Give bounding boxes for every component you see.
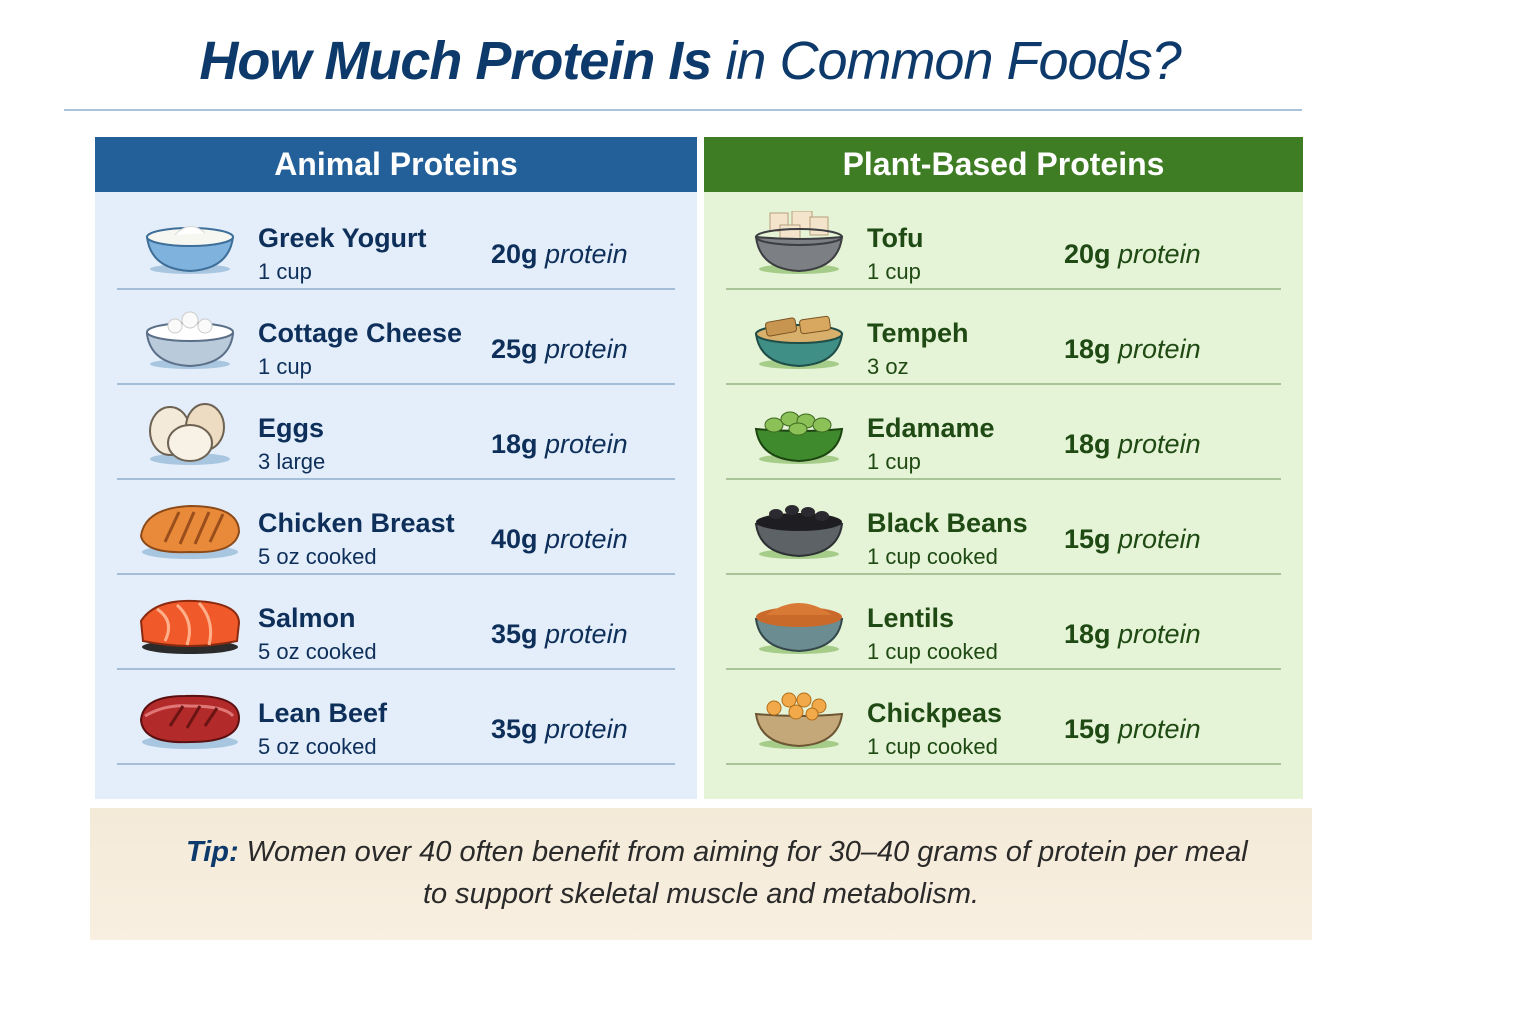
food-name: Cottage Cheese — [258, 318, 463, 348]
protein-grams: 35g — [491, 714, 538, 744]
tip-text-line2: to support skeletal muscle and metabolis… — [422, 878, 980, 910]
protein-amount: 20g protein — [1064, 239, 1201, 270]
food-row: Edamame 1 cup 18g protein — [726, 385, 1281, 480]
food-name: Lean Beef — [258, 698, 388, 728]
protein-unit: protein — [1110, 524, 1201, 554]
protein-grams: 20g — [491, 239, 538, 269]
food-name: Black Beans — [867, 508, 1028, 538]
animal-panel-header: Animal Proteins — [95, 137, 697, 192]
food-name: Tofu — [867, 223, 924, 253]
food-name: Tempeh — [867, 318, 969, 348]
tofu-bowl-icon — [754, 211, 844, 274]
protein-amount: 18g protein — [1064, 334, 1201, 365]
protein-grams: 35g — [491, 619, 538, 649]
black-beans-bowl-icon — [754, 505, 844, 559]
food-name: Edamame — [867, 413, 995, 443]
food-name: Eggs — [258, 413, 325, 443]
protein-amount: 18g protein — [491, 429, 628, 460]
protein-unit: protein — [537, 619, 628, 649]
protein-grams: 25g — [491, 334, 538, 364]
eggs-icon — [149, 403, 230, 465]
animal-list: Greek Yogurt 1 cup 20g protein Cottage Chee… — [117, 195, 675, 765]
protein-unit: protein — [537, 334, 628, 364]
serving-size: 1 cup — [867, 449, 921, 474]
protein-unit: protein — [1110, 619, 1201, 649]
serving-size: 1 cup — [258, 354, 312, 379]
serving-size: 5 oz cooked — [258, 639, 377, 664]
tip-box: Tip: Women over 40 often benefit from ai… — [90, 808, 1312, 940]
plant-panel-header: Plant-Based Proteins — [704, 137, 1303, 192]
serving-size: 1 cup — [867, 259, 921, 284]
yogurt-bowl-icon — [145, 226, 235, 274]
protein-amount: 18g protein — [1064, 429, 1201, 460]
protein-amount: 35g protein — [491, 619, 628, 650]
title-rest: in Common Foods? — [711, 31, 1181, 91]
tempeh-bowl-icon — [754, 315, 844, 369]
tip-label: Tip: — [186, 836, 239, 868]
protein-grams: 18g — [491, 429, 538, 459]
protein-amount: 18g protein — [1064, 619, 1201, 650]
food-row: Tofu 1 cup 20g protein — [726, 195, 1281, 290]
protein-amount: 15g protein — [1064, 714, 1201, 745]
tip-text-line1: Women over 40 often benefit from aiming … — [238, 836, 1248, 868]
salmon-icon — [139, 599, 241, 654]
protein-grams: 40g — [491, 524, 538, 554]
protein-grams: 15g — [1064, 714, 1111, 744]
food-row: Lean Beef 5 oz cooked 35g protein — [117, 670, 675, 765]
protein-amount: 35g protein — [491, 714, 628, 745]
serving-size: 5 oz cooked — [258, 734, 377, 759]
food-row: Chicken Breast 5 oz cooked 40g protein — [117, 480, 675, 575]
protein-unit: protein — [1110, 714, 1201, 744]
serving-size: 3 oz — [867, 354, 909, 379]
cottage-cheese-bowl-icon — [145, 311, 235, 369]
food-name: Salmon — [258, 603, 356, 633]
chickpeas-bowl-icon — [754, 692, 844, 749]
edamame-bowl-icon — [754, 411, 844, 464]
food-row: Tempeh 3 oz 18g protein — [726, 290, 1281, 385]
protein-unit: protein — [537, 524, 628, 554]
steak-icon — [139, 694, 241, 749]
protein-amount: 25g protein — [491, 334, 628, 365]
food-name: Greek Yogurt — [258, 223, 427, 253]
food-name: Chickpeas — [867, 698, 1003, 728]
food-row: Cottage Cheese 1 cup 25g protein — [117, 290, 675, 385]
food-name: Chicken Breast — [258, 508, 455, 538]
serving-size: 1 cup cooked — [867, 544, 998, 569]
food-row: Eggs 3 large 18g protein — [117, 385, 675, 480]
food-row: Salmon 5 oz cooked 35g protein — [117, 575, 675, 670]
plant-proteins-panel: Plant-Based Proteins Tofu 1 cup 20g protei… — [704, 137, 1303, 799]
serving-size: 5 oz cooked — [258, 544, 377, 569]
protein-unit: protein — [537, 429, 628, 459]
protein-amount: 20g protein — [491, 239, 628, 270]
protein-amount: 15g protein — [1064, 524, 1201, 555]
animal-proteins-panel: Animal Proteins Greek Yogurt 1 cup 20g pro… — [95, 137, 697, 799]
food-row: Black Beans 1 cup cooked 15g protein — [726, 480, 1281, 575]
serving-size: 1 cup — [258, 259, 312, 284]
title-bold: How Much Protein Is — [199, 31, 712, 91]
plant-list: Tofu 1 cup 20g protein Tempeh 3 oz 18g protei… — [726, 195, 1281, 765]
protein-unit: protein — [1110, 429, 1201, 459]
protein-grams: 15g — [1064, 524, 1111, 554]
serving-size: 3 large — [258, 449, 326, 474]
protein-grams: 18g — [1064, 619, 1111, 649]
chicken-breast-icon — [139, 504, 241, 559]
protein-unit: protein — [1110, 334, 1201, 364]
food-row: Chickpeas 1 cup cooked 15g protein — [726, 670, 1281, 765]
protein-grams: 18g — [1064, 334, 1111, 364]
protein-grams: 18g — [1064, 429, 1111, 459]
protein-unit: protein — [1110, 239, 1201, 269]
lentils-bowl-icon — [754, 603, 844, 654]
protein-amount: 40g protein — [491, 524, 628, 555]
serving-size: 1 cup cooked — [867, 734, 998, 759]
food-row: Greek Yogurt 1 cup 20g protein — [117, 195, 675, 290]
protein-unit: protein — [537, 714, 628, 744]
food-row: Lentils 1 cup cooked 18g protein — [726, 575, 1281, 670]
protein-unit: protein — [537, 239, 628, 269]
serving-size: 1 cup cooked — [867, 639, 998, 664]
protein-grams: 20g — [1064, 239, 1111, 269]
title-divider — [64, 109, 1302, 111]
page-title: How Much Protein Is in Common Foods? — [0, 30, 1380, 92]
food-name: Lentils — [867, 603, 955, 633]
